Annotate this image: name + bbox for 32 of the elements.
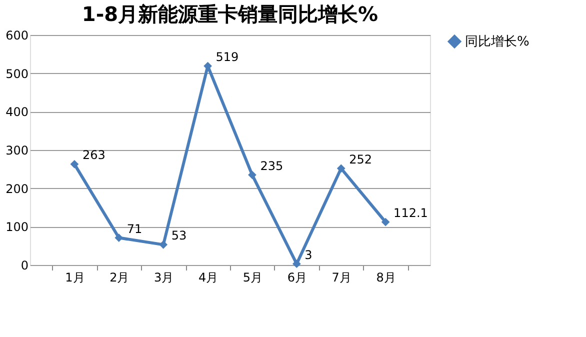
- x-tick-label: 3月: [154, 270, 174, 284]
- point: [248, 170, 256, 180]
- data-label: 519: [216, 50, 239, 64]
- x-tick-label: 8月: [376, 270, 396, 284]
- data-label: 71: [126, 222, 142, 236]
- y-tick-label: 600: [6, 28, 28, 42]
- x-tick-label: 4月: [198, 270, 218, 284]
- x-tick-label: 1月: [65, 270, 85, 284]
- y-tick-label: 0: [20, 258, 28, 272]
- data-label: 3: [304, 248, 312, 262]
- x-tick-label: 2月: [110, 270, 130, 284]
- x-tick-label: 7月: [332, 270, 352, 284]
- data-label: 112.1: [394, 206, 428, 220]
- chart-title: 1-8月新能源重卡销量同比增长%: [82, 2, 378, 26]
- y-tick-label: 500: [6, 66, 28, 81]
- point: [70, 160, 79, 168]
- data-label: 235: [260, 158, 284, 173]
- y-tick-label: 100: [6, 220, 28, 234]
- point: [292, 260, 301, 268]
- point: [336, 164, 346, 173]
- data-label: 252: [349, 152, 372, 166]
- y-tick-label: 300: [6, 144, 28, 158]
- x-tick-label: 6月: [287, 270, 307, 284]
- x-tick-label: 5月: [242, 270, 263, 284]
- point: [381, 218, 390, 226]
- y-tick-label: 400: [6, 105, 28, 120]
- data-label: 53: [171, 228, 187, 243]
- point: [114, 234, 124, 242]
- point: [159, 240, 168, 249]
- data-label: 263: [82, 148, 106, 162]
- y-tick-label: 200: [6, 182, 28, 196]
- legend-label: 同比增长%: [465, 34, 530, 50]
